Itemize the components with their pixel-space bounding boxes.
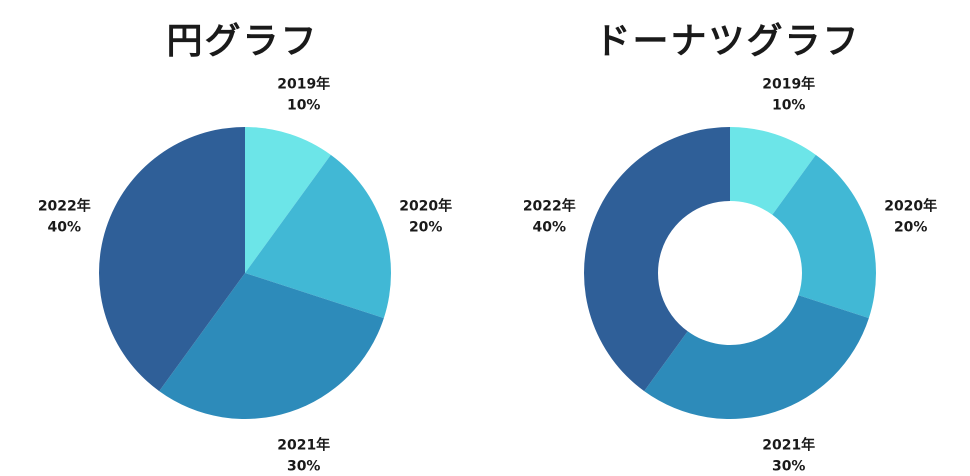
pie-category-label-3: 2022年 <box>38 197 91 214</box>
donut-value-label-1: 20% <box>894 219 928 235</box>
donut-slice-2 <box>644 295 869 420</box>
pie-slice-0 <box>245 127 331 273</box>
pie-value-label-0: 10% <box>287 97 321 113</box>
pie-category-label-1: 2020年 <box>399 197 452 214</box>
pie-slice-3 <box>99 127 245 392</box>
pie-value-label-2: 30% <box>287 459 321 475</box>
pie-category-label-2: 2021年 <box>277 437 330 454</box>
donut-chart-title: ドーナツグラフ <box>594 21 861 62</box>
pie-chart-plot: 2019年 10% 2020年 20% 2021年 30% 2022年 40% <box>38 75 452 475</box>
donut-category-label-0: 2019年 <box>762 75 815 92</box>
pie-chart: 円グラフ 2019年 10% 2020年 20% 2021年 30% 2022年 40% <box>38 21 452 475</box>
donut-category-label-2: 2021年 <box>762 437 815 454</box>
donut-value-label-2: 30% <box>772 459 806 475</box>
pie-slice-2 <box>159 273 384 420</box>
donut-category-label-1: 2020年 <box>884 197 937 214</box>
donut-chart-plot: 2019年 10% 2020年 20% 2021年 30% 2022年 40% <box>523 75 937 475</box>
pie-value-label-3: 40% <box>48 219 82 235</box>
pie-slice-1 <box>245 154 391 319</box>
donut-chart: ドーナツグラフ 2019年 10% 2020年 20% 2021年 30% 2022年 40% <box>485 0 970 476</box>
donut-slice-1 <box>772 154 876 319</box>
pie-category-label-0: 2019年 <box>277 75 330 92</box>
pie-value-label-1: 20% <box>409 219 443 235</box>
donut-value-label-3: 40% <box>533 219 567 235</box>
donut-value-label-0: 10% <box>772 97 806 113</box>
donut-category-label-3: 2022年 <box>523 197 576 214</box>
pie-chart-title: 円グラフ <box>166 21 319 62</box>
donut-slice-0 <box>730 127 816 215</box>
donut-slice-3 <box>584 127 730 392</box>
